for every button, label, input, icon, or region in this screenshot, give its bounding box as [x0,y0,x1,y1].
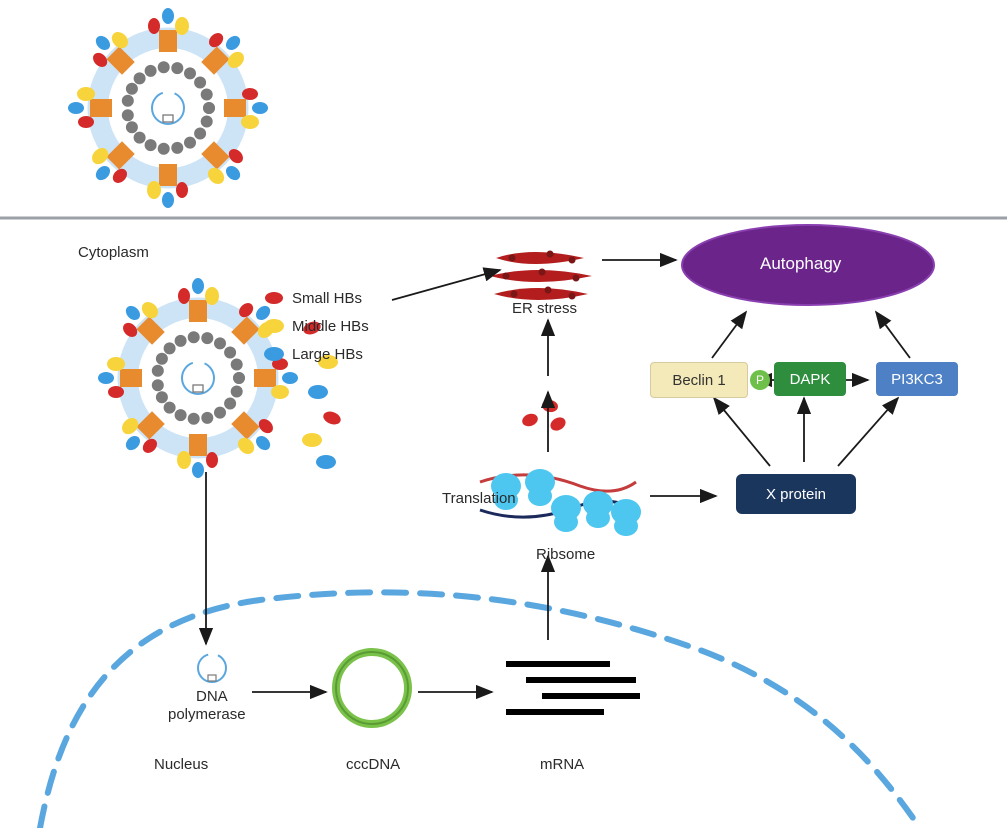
legend-middle-hbs-dot [264,319,284,333]
diagram-stage: Cytoplasm Small HBs Middle HBs Large HBs… [0,0,1007,828]
label-translation: Translation [442,490,516,507]
box-beclin1: Beclin 1 [650,362,748,398]
legend-small-hbs-dot [265,292,283,304]
box-xprotein: X protein [736,474,856,514]
free-hbs [301,319,342,469]
label-small-hbs: Small HBs [292,290,362,307]
box-pi3kc3: PI3KC3 [876,362,958,396]
cccdna-graphic [336,652,408,724]
label-dna-poly-2: polymerase [168,706,246,723]
label-mrna: mRNA [540,756,584,773]
virion-cytoplasm [98,278,298,478]
label-dna-poly-1: DNA [196,688,228,705]
label-nucleus: Nucleus [154,756,208,773]
box-p: P [750,370,770,390]
label-ribosome: Ribsome [536,546,595,563]
box-dapk: DAPK [774,362,846,396]
small-hbs-cluster [520,399,567,433]
dna-mini [198,654,226,682]
label-cytoplasm: Cytoplasm [78,244,149,261]
virion-extracellular [68,8,268,208]
label-large-hbs: Large HBs [292,346,363,363]
label-autophagy: Autophagy [760,254,841,274]
mrna-bars [506,664,640,712]
label-cccdna: cccDNA [346,756,400,773]
er-stress-graphic [490,251,592,301]
label-middle-hbs: Middle HBs [292,318,369,335]
legend-large-hbs-dot [264,347,284,361]
label-er-stress: ER stress [512,300,577,317]
diagram-svg [0,0,1007,828]
